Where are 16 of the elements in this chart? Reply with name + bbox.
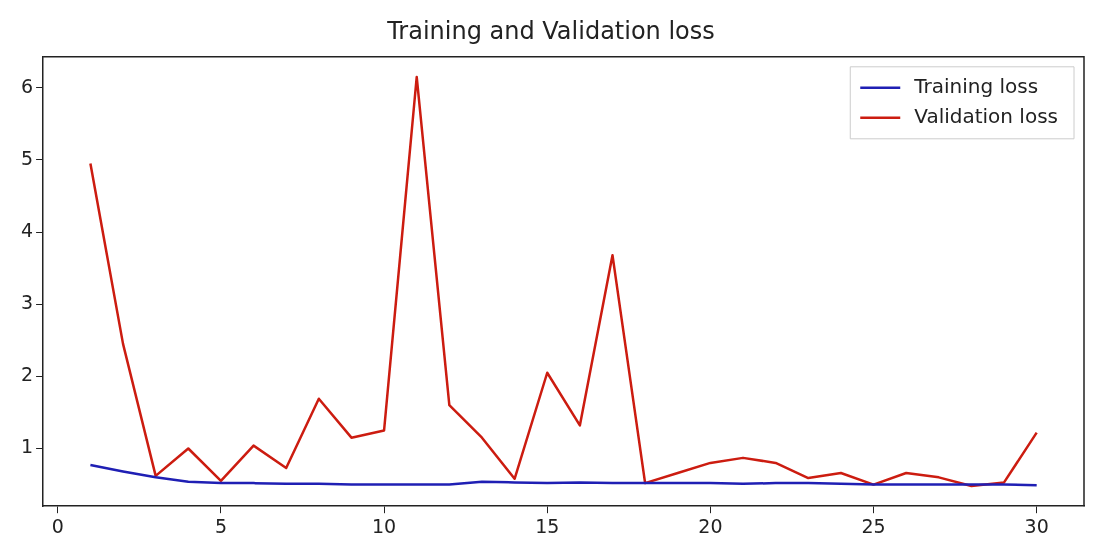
legend-label: Training loss (913, 74, 1039, 98)
legend-label: Validation loss (914, 104, 1058, 128)
y-tick-label: 1 (20, 435, 34, 458)
x-tick-label: 5 (214, 514, 227, 537)
y-tick-label: 6 (20, 74, 34, 97)
chart-title: Training and Validation loss (386, 16, 715, 45)
y-tick-label: 4 (20, 219, 34, 242)
y-tick-label: 2 (20, 363, 34, 386)
y-tick-label: 3 (20, 291, 34, 314)
x-tick-label: 30 (1024, 514, 1049, 537)
x-tick-label: 0 (51, 514, 64, 537)
x-tick-label: 15 (535, 514, 560, 537)
x-tick-label: 20 (698, 514, 723, 537)
x-tick-label: 10 (371, 514, 397, 537)
y-tick-label: 5 (20, 146, 34, 169)
x-tick-label: 25 (861, 514, 886, 537)
